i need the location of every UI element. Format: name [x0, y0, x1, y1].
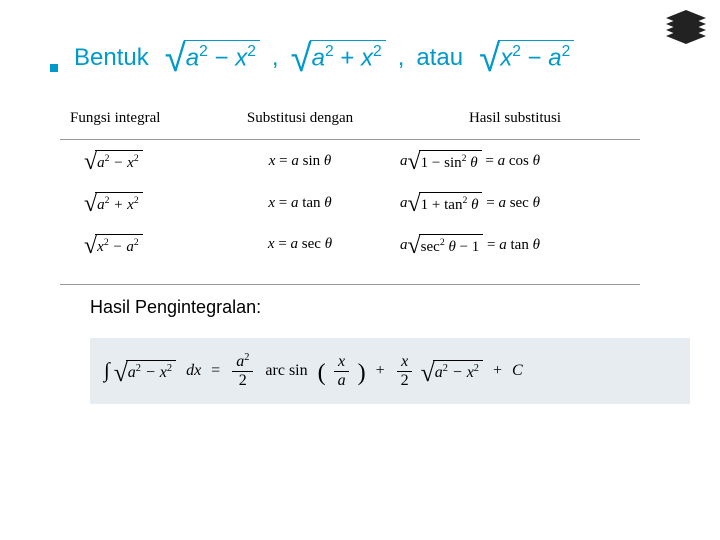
- col-header-2: Substitusi dengan: [210, 102, 390, 140]
- integration-result: ∫ √a2 − x2 dx = a22 arc sin ( xa ) + x2 …: [90, 338, 690, 404]
- section-label: Hasil Pengintegralan:: [90, 297, 670, 318]
- table-bottom-rule: [60, 284, 640, 285]
- col-header-1: Fungsi integral: [60, 102, 210, 140]
- table-body: √a2 − x2 x = a sin θ a√1 − sin2 θ = a co…: [60, 140, 640, 266]
- col-header-3: Hasil substitusi: [390, 102, 640, 140]
- heading-sqrt-3: √ x2 − a2: [479, 40, 574, 72]
- heading-label: Bentuk: [74, 44, 149, 72]
- substitution-table: Fungsi integral Substitusi dengan Hasil …: [60, 102, 640, 266]
- heading-sqrt-2: √ a2 + x2: [291, 40, 386, 72]
- heading-or: atau: [416, 44, 463, 72]
- corner-logo-icon: [660, 6, 710, 46]
- table-row: √a2 + x2 x = a tan θ a√1 + tan2 θ = a se…: [60, 182, 640, 224]
- table-row: √x2 − a2 x = a sec θ a√sec2 θ − 1 = a ta…: [60, 224, 640, 266]
- heading: Bentuk √ a2 − x2 , √ a2 + x2 , atau √ x2…: [50, 40, 670, 72]
- integral-icon: ∫: [104, 359, 110, 383]
- table-row: √a2 − x2 x = a sin θ a√1 − sin2 θ = a co…: [60, 140, 640, 182]
- heading-sqrt-1: √ a2 − x2: [165, 40, 260, 72]
- heading-bullet-icon: [50, 64, 58, 72]
